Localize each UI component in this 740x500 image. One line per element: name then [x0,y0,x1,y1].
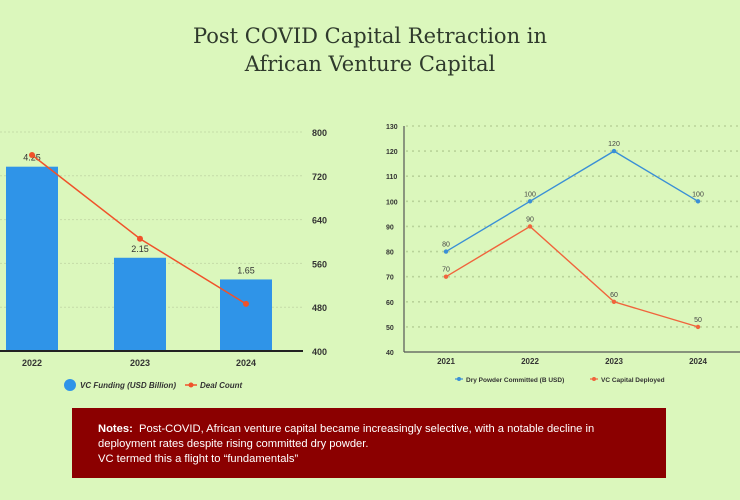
y-axis-tick: 80 [386,250,394,257]
notes-line-2: VC termed this a flight to “fundamentals… [98,453,299,465]
x-axis-tick: 2023 [130,358,150,368]
y-axis-tick: 90 [386,224,394,231]
data-point [527,199,533,204]
y-axis-tick: 110 [386,174,397,181]
y-axis-tick: 60 [386,300,394,307]
right-axis-tick: 480 [312,303,327,313]
data-label: 100 [524,191,536,198]
bar-vc-funding [114,257,166,351]
data-label: 100 [692,191,704,198]
right-axis-tick: 800 [312,128,327,138]
data-label: 120 [608,141,620,148]
data-point [443,249,449,254]
right-axis-tick: 560 [312,259,327,269]
legend-swatch-vc-deployed-dot [592,377,596,381]
legend-label-deal-count: Deal Count [200,381,243,390]
deal-count-point [29,151,35,158]
data-label: 70 [442,267,450,274]
bar-vc-funding [6,166,58,351]
data-label: 80 [442,242,450,249]
right-axis-tick: 400 [312,347,327,357]
bar-data-label: 1.65 [237,265,255,275]
legend-swatch-deal-count-dot [188,382,194,388]
y-axis-tick: 40 [386,350,394,357]
series-line-dry-powder [445,150,699,253]
legend-swatch-dry-powder-dot [457,377,461,381]
title-line-2: African Venture Capital [244,52,496,76]
data-label: 90 [526,216,534,223]
x-axis-tick: 2022 [521,357,539,366]
data-point [527,224,533,229]
notes-box: Notes: Post-COVID, African venture capit… [72,408,666,478]
x-axis-tick: 2021 [437,357,455,366]
series-line-vc-deployed [445,225,699,328]
y-axis-tick: 130 [386,124,398,131]
deal-count-point [137,235,143,242]
page-title: Post COVID Capital Retraction in African… [0,22,740,78]
x-axis-tick: 2024 [689,357,707,366]
data-point [695,324,701,330]
legend-swatch-vc-funding [64,379,76,391]
data-label: 50 [694,317,702,324]
right-axis-tick: 720 [312,172,327,182]
bar-data-label: 2.15 [131,244,149,254]
right-axis-tick: 640 [312,216,327,226]
data-point [611,148,617,154]
y-axis-tick: 50 [386,325,394,332]
x-axis-tick: 2024 [236,358,256,368]
data-point [611,299,617,304]
legend-label-dry-powder: Dry Powder Committed (B USD) [466,377,564,384]
notes-label: Notes: [98,423,133,435]
y-axis-tick: 100 [386,199,398,206]
legend-label-vc-deployed: VC Capital Deployed [601,377,665,384]
bar-vc-funding [220,279,272,351]
y-axis-tick: 70 [386,275,394,282]
x-axis-tick: 2022 [22,358,42,368]
title-line-1: Post COVID Capital Retraction in [192,24,548,48]
notes-line-1: Post-COVID, African venture capital beca… [98,423,595,450]
x-axis-tick: 2023 [605,357,623,366]
legend-label-vc-funding: VC Funding (USD Billion) [80,381,176,390]
y-axis-tick: 120 [386,149,398,156]
data-point [443,274,449,279]
data-label: 60 [610,292,618,299]
deal-count-point [243,300,249,307]
data-point [695,199,701,204]
